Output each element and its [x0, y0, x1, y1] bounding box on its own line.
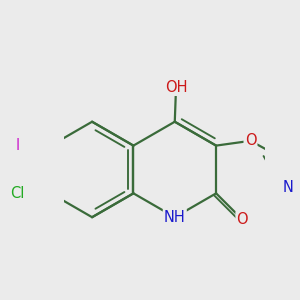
Text: O: O — [245, 133, 256, 148]
Text: Cl: Cl — [10, 186, 25, 201]
Text: NH: NH — [164, 210, 186, 225]
Text: I: I — [15, 138, 20, 153]
Text: N: N — [283, 180, 294, 195]
Text: O: O — [237, 212, 248, 227]
Text: OH: OH — [165, 80, 187, 95]
